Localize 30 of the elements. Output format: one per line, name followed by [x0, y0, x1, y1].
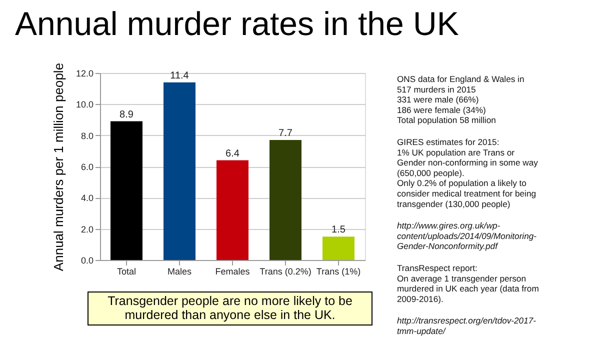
data-label: 8.9: [120, 109, 134, 120]
bar: [164, 82, 196, 260]
data-label: 6.4: [226, 148, 240, 160]
text: ONS data for England & Wales in 517 murders in 2015 331 were male (66%) 186 were female (34%) Total population 58 million: [397, 74, 524, 126]
y-axis-title: Annual murders per 1 million people: [50, 62, 66, 272]
y-tick-label: 0.0: [80, 256, 94, 266]
y-tick-label: 2.0: [80, 224, 94, 234]
x-tick-label: Trans (0.2%): [260, 266, 312, 276]
data-label: 11.4: [170, 70, 190, 82]
bar: [322, 236, 354, 260]
text: Transgender people are no more likely to be murdered than anyone else in the UK.: [108, 294, 352, 322]
bar: [110, 121, 142, 260]
data-label: 1.5: [332, 224, 346, 236]
data-label: 7.7: [278, 128, 293, 140]
text: TransRespect report: On average 1 transgender person murdered in UK each year (data from 2009-2016).: [397, 263, 539, 304]
y-tick-label: 10.0: [76, 100, 94, 110]
x-tick-label: Females: [215, 266, 250, 276]
y-tick-label: 12.0: [76, 68, 94, 78]
x-tick-label: Trans (1%): [316, 266, 361, 276]
text: http://transrespect.org/en/tdov-2017- tmm-update/: [397, 316, 536, 336]
y-tick-label: 4.0: [80, 193, 94, 204]
chart-title: Annual murder rates in the UK: [15, 5, 459, 42]
text: GIRES estimates for 2015: 1% UK population are Trans or Gender non-conforming in some way (650,000 people). Only 0.2% of population a likely to consider medical treatment for being transgender (130,000 people): [397, 137, 539, 209]
y-tick-label: 6.0: [80, 162, 94, 172]
bar: [270, 140, 302, 260]
text: http://www.gires.org.uk/wp- content/uploads/2014/09/Monitoring- Gender-Nonconformity.pdf: [397, 220, 537, 252]
y-tick-label: 8.0: [80, 130, 94, 141]
bar: [216, 160, 248, 260]
x-tick-label: Total: [116, 266, 136, 276]
x-tick-label: Males: [167, 266, 192, 276]
